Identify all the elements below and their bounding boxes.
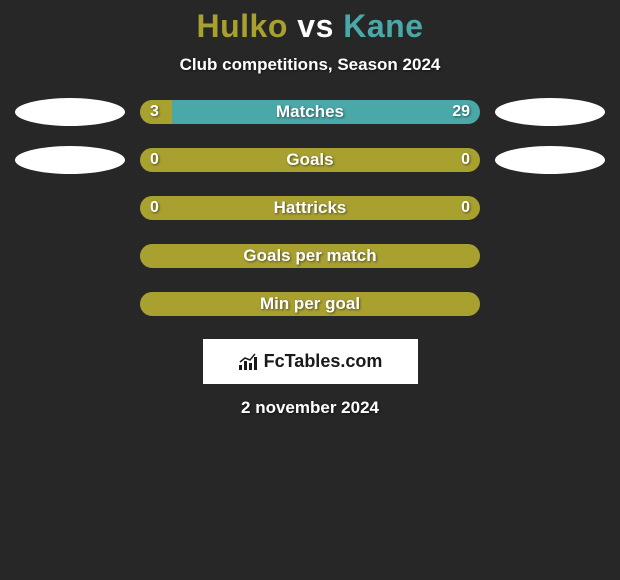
logo: FcTables.com (238, 351, 383, 372)
comparison-widget: Hulko vs Kane Club competitions, Season … (0, 0, 620, 418)
stat-row: 00Hattricks (0, 195, 620, 221)
player1-name: Hulko (196, 8, 287, 44)
stat-row: Goals per match (0, 243, 620, 269)
vs-text: vs (297, 8, 334, 44)
subtitle: Club competitions, Season 2024 (0, 55, 620, 75)
stat-row: Min per goal (0, 291, 620, 317)
player1-badge (15, 98, 125, 126)
player2-name: Kane (343, 8, 423, 44)
stat-bar: 00Hattricks (140, 196, 480, 220)
stat-bar: Min per goal (140, 292, 480, 316)
stat-label: Hattricks (140, 198, 480, 218)
spacer (15, 242, 125, 270)
stat-label: Goals (140, 150, 480, 170)
stat-bar: 329Matches (140, 100, 480, 124)
page-title: Hulko vs Kane (0, 8, 620, 45)
stat-label: Matches (140, 102, 480, 122)
spacer (15, 290, 125, 318)
stat-label: Min per goal (140, 294, 480, 314)
logo-box[interactable]: FcTables.com (203, 339, 418, 384)
spacer (495, 242, 605, 270)
spacer (495, 290, 605, 318)
spacer (15, 194, 125, 222)
logo-text: FcTables.com (264, 351, 383, 372)
stat-row: 329Matches (0, 99, 620, 125)
player2-badge (495, 146, 605, 174)
spacer (495, 194, 605, 222)
player2-badge (495, 98, 605, 126)
stat-row: 00Goals (0, 147, 620, 173)
stats-bars: 329Matches 00Goals 00Hattricks Goals per ma… (0, 99, 620, 317)
stat-bar: Goals per match (140, 244, 480, 268)
chart-icon (238, 353, 260, 371)
stat-label: Goals per match (140, 246, 480, 266)
date-label: 2 november 2024 (0, 398, 620, 418)
player1-badge (15, 146, 125, 174)
stat-bar: 00Goals (140, 148, 480, 172)
